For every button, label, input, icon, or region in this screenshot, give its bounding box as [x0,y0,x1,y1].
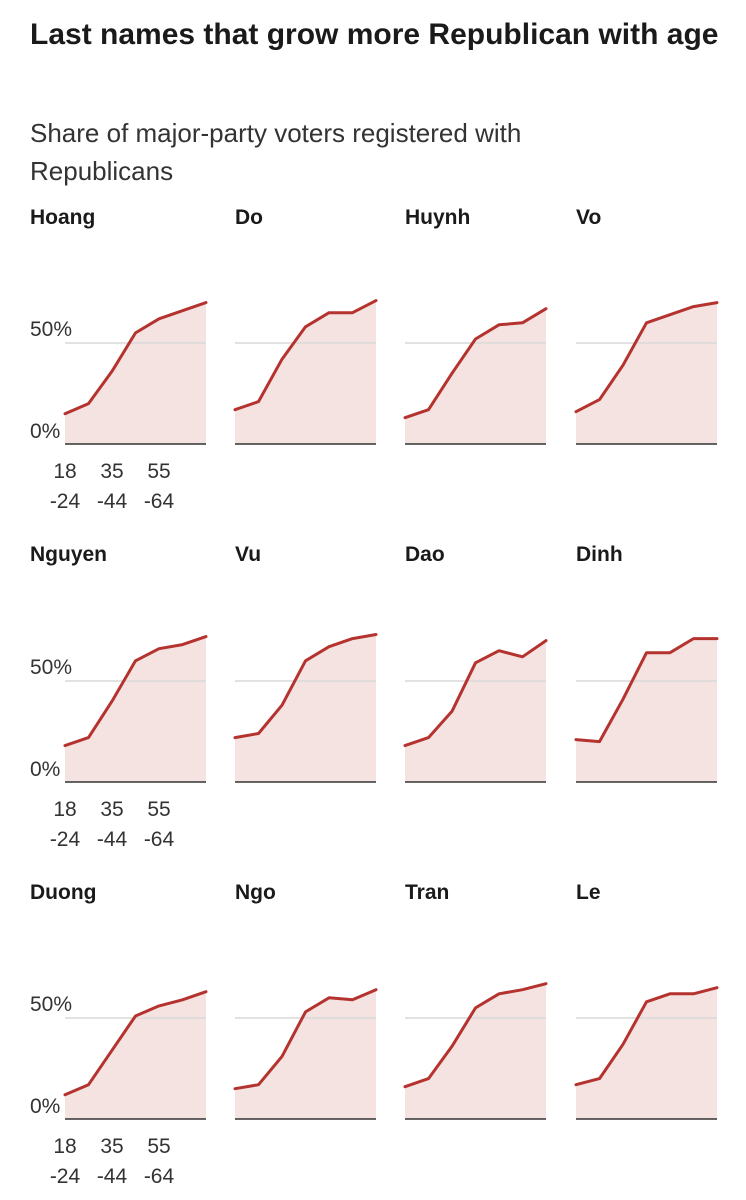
x-tick-label: -24 [50,490,81,513]
series-line [63,301,208,416]
area-fill [405,983,546,1119]
panel-hoang: Hoang 50% 0% 18 -24 35 -44 55 -64 [30,206,208,513]
panel-ngo: Ngo [233,881,378,1120]
x-tick-label: 35 [100,1135,123,1158]
y-tick-label: 0% [30,420,60,443]
series-line [574,301,719,414]
area-fill [235,300,376,444]
series-line [63,635,208,748]
series-line [233,988,378,1091]
panel-title: Hoang [30,206,95,229]
panel-title: Vu [235,543,261,566]
panel-title: Tran [405,881,449,904]
series-line [403,307,548,420]
y-tick-label: 0% [30,1095,60,1118]
x-tick-label: -24 [50,828,81,851]
panel-nguyen: Nguyen 50% 0% 18 -24 35 -44 55 -64 [30,543,208,851]
y-tick-label: 50% [30,318,72,341]
panel-do: Do [233,206,378,445]
series-line [403,639,548,748]
y-tick-label: 50% [30,656,72,679]
x-tick-label: -44 [97,828,128,851]
panel-le: Le [574,881,719,1120]
chart-title: Last names that grow more Republican wit… [30,18,719,51]
x-tick-label: 18 [53,460,76,483]
panel-dao: Dao [403,543,548,783]
x-tick-label: 18 [53,798,76,821]
x-tick-label: 55 [147,1135,170,1158]
x-tick-label: -44 [97,490,128,513]
x-tick-label: -24 [50,1165,81,1188]
area-fill [576,987,717,1119]
x-tick-label: -64 [144,828,175,851]
x-tick-label: 35 [100,460,123,483]
area-fill [65,302,206,444]
panel-title: Huynh [405,206,470,229]
panel-dinh: Dinh [574,543,719,783]
x-tick-label: -44 [97,1165,128,1188]
area-fill [576,302,717,444]
panel-title: Vo [576,206,601,229]
panel-title: Ngo [235,881,276,904]
panel-huynh: Huynh [403,206,548,445]
area-fill [235,989,376,1119]
area-fill [405,640,546,782]
x-tick-label: -64 [144,1165,175,1188]
panel-tran: Tran [403,881,548,1120]
panel-vu: Vu [233,543,378,783]
x-tick-label: -64 [144,490,175,513]
area-fill [65,636,206,782]
area-fill [576,638,717,782]
x-tick-label: 18 [53,1135,76,1158]
panel-title: Duong [30,881,96,904]
panel-title: Le [576,881,601,904]
series-line [574,637,719,744]
series-line [233,633,378,740]
panel-title: Nguyen [30,543,107,566]
panel-vo: Vo [574,206,719,445]
y-tick-label: 0% [30,758,60,781]
area-fill [235,634,376,782]
x-tick-label: 55 [147,460,170,483]
area-fill [405,308,546,444]
panel-title: Dao [405,543,445,566]
x-tick-label: 35 [100,798,123,821]
x-tick-label: 55 [147,798,170,821]
chart-subtitle: Share of major-party voters registered w… [30,118,522,186]
series-line [63,990,208,1097]
series-line [233,299,378,412]
panel-duong: Duong 50% 0% 18 -24 35 -44 55 -64 [30,881,208,1188]
y-tick-label: 50% [30,993,72,1016]
series-line [403,982,548,1089]
series-line [574,986,719,1087]
panel-title: Do [235,206,263,229]
area-fill [65,991,206,1119]
panel-title: Dinh [576,543,623,566]
